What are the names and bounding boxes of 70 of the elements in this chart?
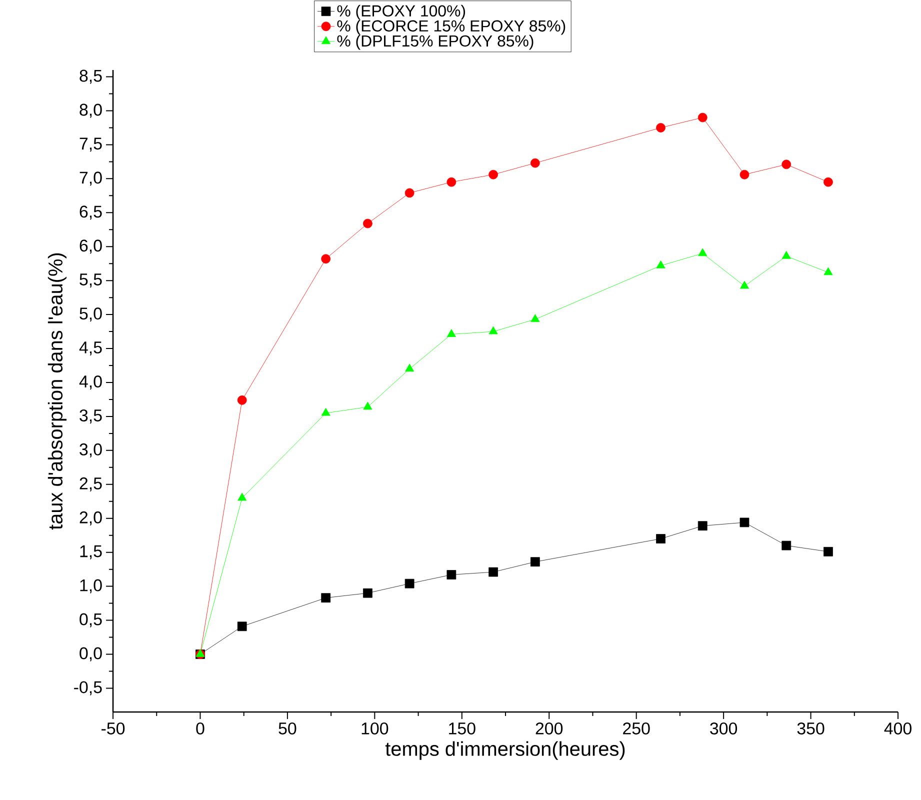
point bbox=[237, 622, 247, 632]
x-tick-label: 50 bbox=[278, 722, 296, 734]
x-tick-label: 250 bbox=[623, 722, 650, 734]
x-axis-title: temps d'immersion(heures) bbox=[385, 741, 625, 760]
y-tick-label: 8,0 bbox=[80, 104, 102, 118]
y-tick-label: 7,0 bbox=[80, 172, 102, 186]
legend-label: % (DPLF15% EPOXY 85%) bbox=[337, 34, 534, 50]
legend-label: % (ECORCE 15% EPOXY 85%) bbox=[337, 20, 566, 35]
point bbox=[740, 280, 750, 289]
point bbox=[446, 329, 456, 337]
point bbox=[698, 521, 708, 531]
y-tick-label: 2,0 bbox=[80, 511, 102, 526]
y-tick-label: -0,5 bbox=[74, 681, 102, 696]
y-tick-label: 4,0 bbox=[79, 375, 102, 390]
x-tick-label: 0 bbox=[196, 722, 204, 734]
point bbox=[782, 540, 792, 550]
x-tick-label: 400 bbox=[884, 722, 912, 734]
point bbox=[363, 402, 372, 410]
point bbox=[238, 492, 247, 501]
x-tick-label: 100 bbox=[362, 722, 388, 734]
x-tick-label: 150 bbox=[449, 722, 476, 734]
point bbox=[488, 326, 498, 334]
point bbox=[363, 218, 372, 228]
y-tick-label: 0,5 bbox=[80, 613, 102, 628]
point bbox=[404, 578, 414, 588]
x-tick-label: -50 bbox=[102, 722, 125, 734]
y-axis-title: taux d'absorption dans l'eau(%) bbox=[48, 253, 66, 530]
y-tick-label: 4,5 bbox=[79, 342, 102, 356]
y-tick-label: 7,5 bbox=[80, 138, 102, 152]
x-tick-label: 350 bbox=[797, 722, 824, 734]
x-tick-label: 200 bbox=[536, 722, 563, 734]
point bbox=[656, 123, 666, 132]
y-tick-label: 3,5 bbox=[80, 409, 102, 424]
point bbox=[824, 177, 833, 187]
point bbox=[237, 395, 247, 405]
y-tick-label: 6,0 bbox=[80, 240, 102, 254]
point bbox=[321, 254, 331, 264]
y-tick-label: 2,5 bbox=[80, 477, 102, 492]
point bbox=[698, 248, 708, 256]
x-tick-label: 300 bbox=[710, 722, 738, 734]
y-tick-label: 5,5 bbox=[80, 274, 102, 288]
y-tick-label: 5,0 bbox=[80, 308, 102, 322]
point bbox=[404, 188, 414, 198]
point bbox=[321, 593, 331, 603]
point bbox=[488, 567, 498, 577]
point bbox=[363, 588, 372, 598]
y-tick-label: 3,0 bbox=[80, 443, 102, 458]
point bbox=[488, 170, 498, 180]
point bbox=[656, 260, 666, 268]
point bbox=[530, 158, 540, 168]
point bbox=[530, 314, 540, 322]
y-tick-label: 1,5 bbox=[80, 545, 102, 560]
point bbox=[824, 267, 833, 276]
point bbox=[321, 408, 330, 416]
point bbox=[740, 170, 750, 180]
point bbox=[824, 546, 833, 556]
y-tick-label: 6,5 bbox=[80, 206, 102, 220]
point bbox=[405, 364, 414, 372]
point bbox=[698, 112, 708, 122]
y-tick-label: 8,5 bbox=[80, 70, 102, 84]
legend-label: % (EPOXY 100%) bbox=[337, 4, 466, 20]
point bbox=[446, 177, 456, 187]
y-tick-label: 0,0 bbox=[80, 647, 102, 662]
point bbox=[530, 557, 540, 567]
point bbox=[782, 160, 792, 170]
point bbox=[782, 250, 791, 259]
point bbox=[740, 518, 750, 528]
point bbox=[656, 534, 666, 544]
point bbox=[446, 570, 456, 580]
y-tick-label: 1,0 bbox=[80, 579, 102, 594]
